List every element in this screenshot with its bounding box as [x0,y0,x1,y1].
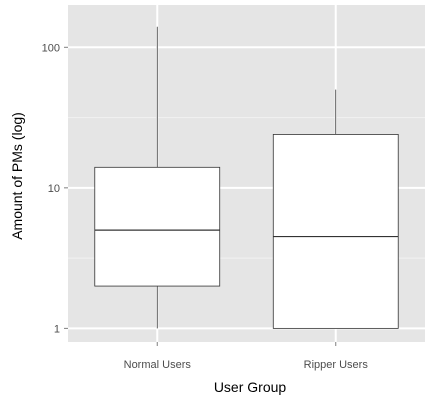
y-axis: 1 10 100 [42,42,68,335]
x-axis: Normal Users Ripper Users [124,342,369,371]
x-tick-label: Normal Users [124,359,192,371]
x-axis-title: User Group [214,379,287,395]
y-tick-label: 10 [48,183,60,195]
box-iqr [272,134,399,329]
box-normal-users [94,26,221,329]
y-axis-title: Amount of PMs (log) [9,112,25,240]
box-ripper-users [272,89,399,329]
box-series [94,26,399,329]
x-tick-label: Ripper Users [304,359,369,371]
y-tick-label: 1 [54,323,60,335]
box-iqr [94,166,221,287]
y-tick-label: 100 [42,42,60,54]
